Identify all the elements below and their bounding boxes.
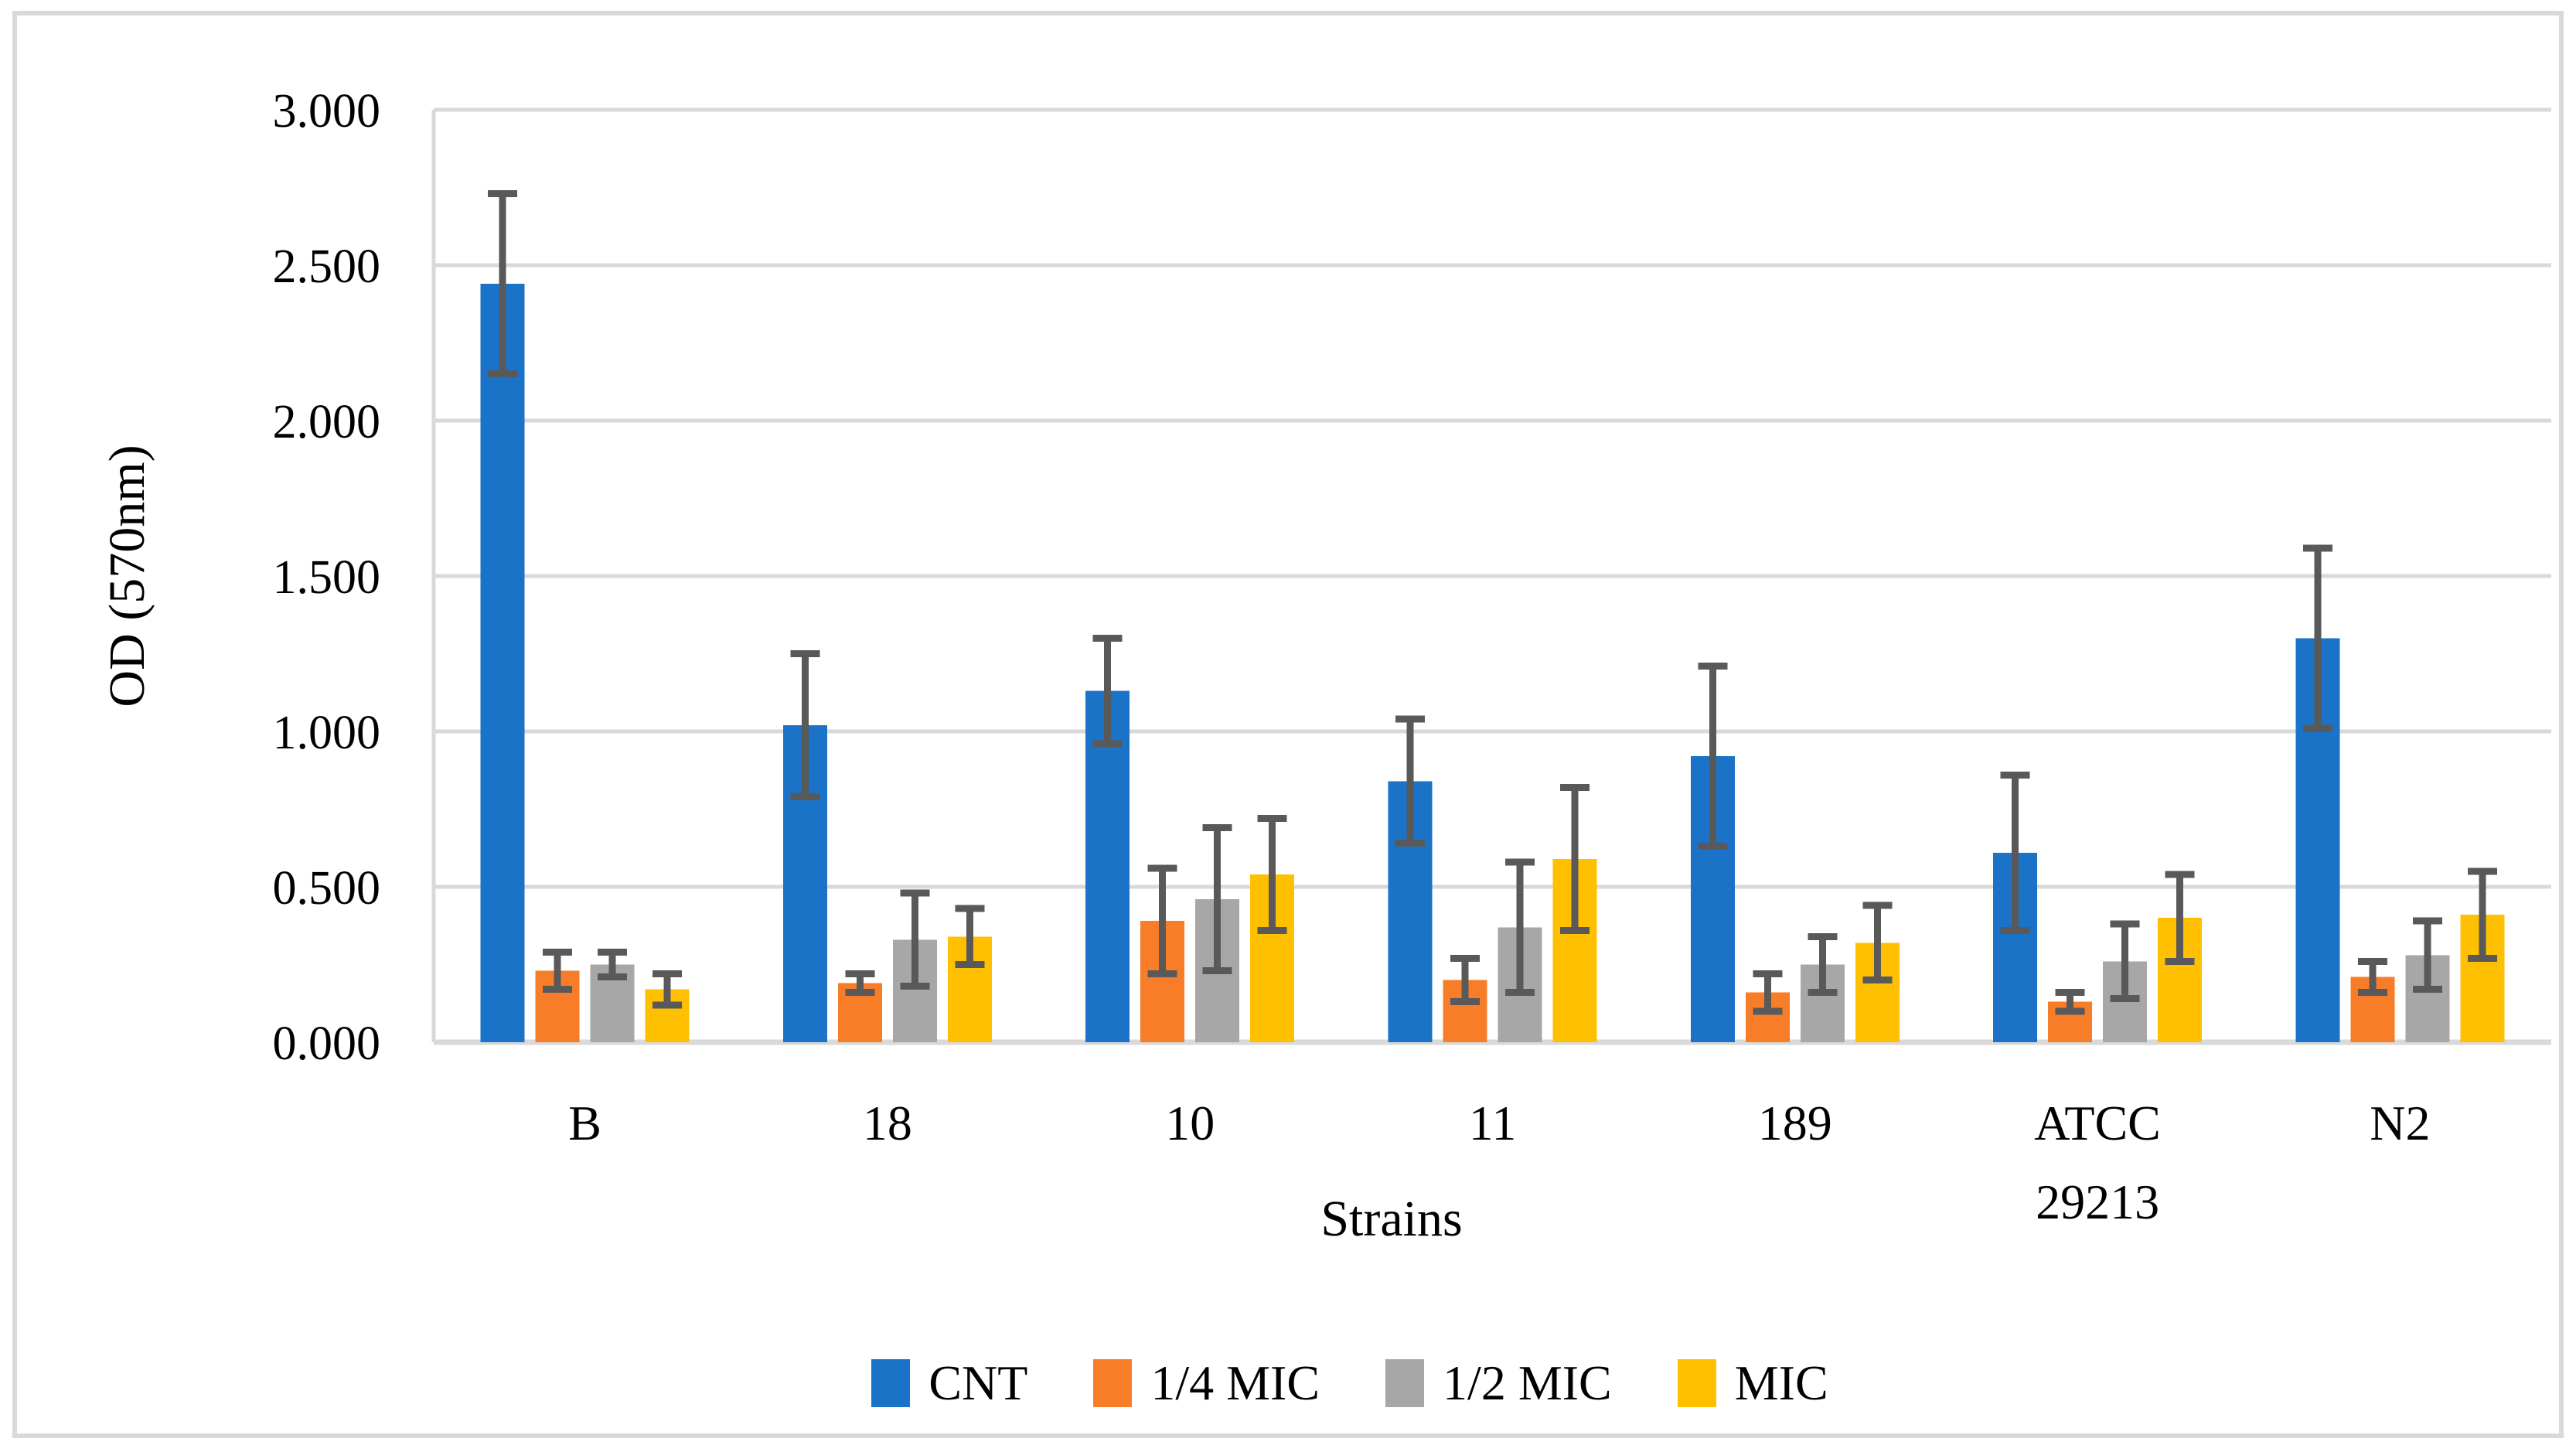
bar-CNT-10 <box>1085 690 1130 1042</box>
error-bar-1-4-MIC-N2 <box>2357 957 2387 997</box>
error-bar-1-2-MIC-11 <box>1505 858 1535 997</box>
legend-label: CNT <box>929 1355 1028 1410</box>
error-bar-1-4-MIC-18 <box>845 970 875 997</box>
error-bar-MIC-ATCC-29213 <box>2165 871 2195 965</box>
y-tick-label: 0.000 <box>273 1017 381 1070</box>
x-category-label: 10 <box>1165 1096 1215 1150</box>
legend-label: MIC <box>1734 1355 1828 1410</box>
error-bar-1-2-MIC-18 <box>900 889 930 990</box>
legend-swatch-1-4-MIC <box>1093 1359 1133 1407</box>
error-bar-1-4-MIC-10 <box>1147 864 1177 978</box>
legend-swatch-1-2-MIC <box>1385 1359 1425 1407</box>
error-bar-1-2-MIC-N2 <box>2412 917 2442 994</box>
error-bar-MIC-10 <box>1257 815 1287 934</box>
legend: CNT 1/4 MIC 1/2 MIC MIC <box>124 1355 2576 1412</box>
error-bar-CNT-ATCC-29213 <box>2000 771 2030 934</box>
x-category-label: 29213 <box>2036 1174 2159 1229</box>
error-bar-CNT-B <box>488 190 518 378</box>
error-bar-1-2-MIC-189 <box>1808 932 1838 997</box>
error-bar-CNT-10 <box>1092 634 1123 748</box>
error-bar-1-4-MIC-189 <box>1753 970 1783 1015</box>
y-tick-label: 0.500 <box>273 862 381 915</box>
legend-label: 1/2 MIC <box>1443 1355 1612 1410</box>
legend-swatch-MIC <box>1677 1359 1716 1407</box>
y-tick-label: 2.500 <box>273 240 381 293</box>
y-tick-label: 2.000 <box>273 396 381 448</box>
x-category-label: 18 <box>863 1096 912 1150</box>
error-bar-CNT-N2 <box>2302 544 2332 732</box>
error-bar-CNT-18 <box>790 650 820 800</box>
x-category-label: 11 <box>1469 1096 1517 1150</box>
error-bar-MIC-N2 <box>2467 867 2497 962</box>
y-tick-label: 1.500 <box>273 551 381 604</box>
error-bar-MIC-18 <box>955 905 985 968</box>
legend-item-CNT: CNT <box>871 1355 1027 1412</box>
x-category-label: 189 <box>1758 1096 1832 1150</box>
error-bar-1-2-MIC-B <box>598 948 628 981</box>
error-bar-CNT-11 <box>1395 715 1425 847</box>
legend-item-MIC: MIC <box>1677 1355 1828 1412</box>
x-category-label: N2 <box>2370 1096 2430 1150</box>
y-tick-label: 3.000 <box>273 85 381 138</box>
error-bar-MIC-B <box>653 970 683 1009</box>
error-bar-1-2-MIC-ATCC-29213 <box>2110 920 2140 1003</box>
error-bar-1-4-MIC-ATCC-29213 <box>2055 989 2085 1015</box>
error-bar-1-4-MIC-11 <box>1450 954 1480 1006</box>
error-bar-1-4-MIC-B <box>543 948 573 994</box>
error-bar-MIC-11 <box>1560 783 1590 934</box>
error-bar-1-2-MIC-10 <box>1202 824 1232 975</box>
y-tick-label: 1.000 <box>273 707 381 759</box>
x-category-label: ATCC <box>2034 1096 2161 1150</box>
error-bar-CNT-189 <box>1698 663 1728 850</box>
bar-CNT-B <box>480 284 525 1042</box>
y-axis-title: OD (570nm) <box>99 445 155 707</box>
error-bar-MIC-189 <box>1862 902 1893 984</box>
legend-item-1-2-MIC: 1/2 MIC <box>1385 1355 1612 1412</box>
legend-item-1-4-MIC: 1/4 MIC <box>1093 1355 1320 1412</box>
legend-swatch-CNT <box>871 1359 911 1407</box>
x-axis-title: Strains <box>1320 1191 1463 1247</box>
legend-label: 1/4 MIC <box>1150 1355 1320 1410</box>
x-category-label: B <box>568 1096 601 1150</box>
